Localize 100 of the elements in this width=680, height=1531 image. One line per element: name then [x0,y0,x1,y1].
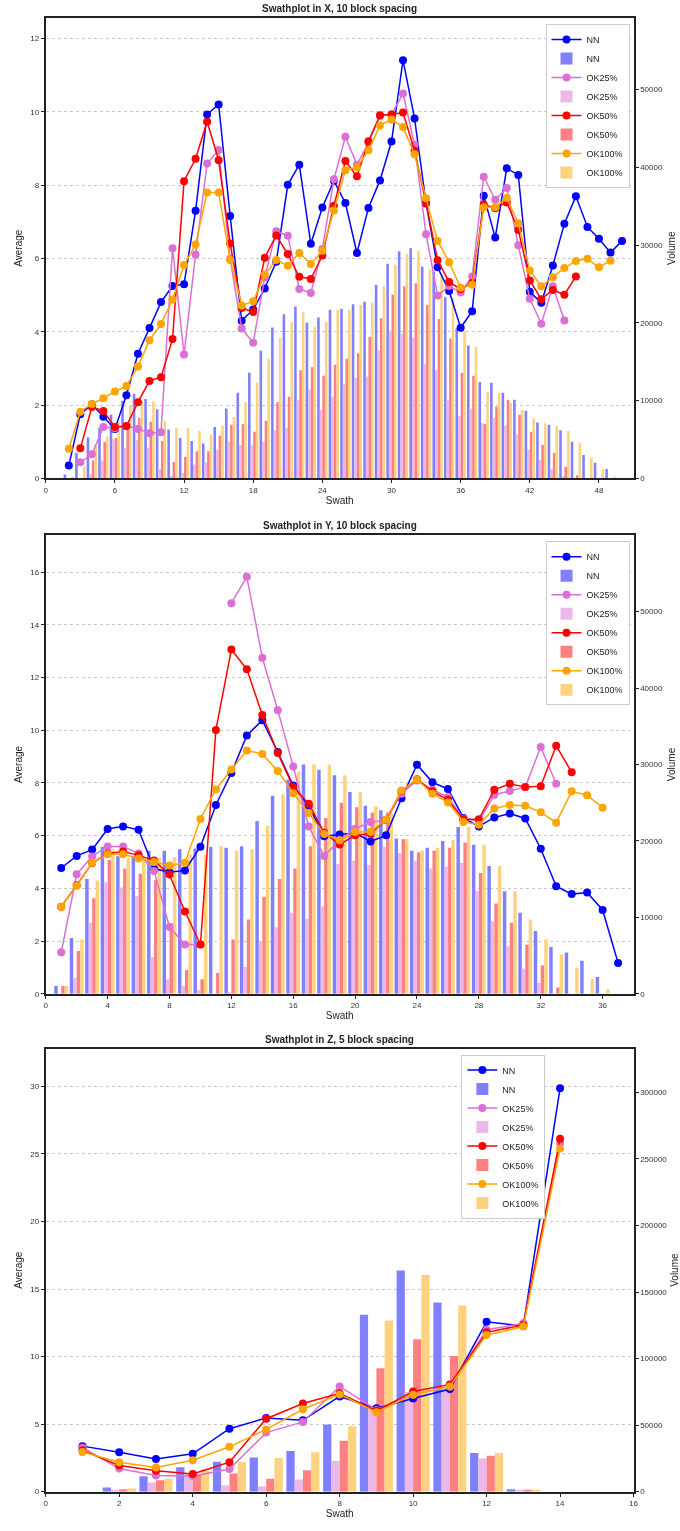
x-tick-label: 16 [629,1499,639,1509]
x-tick-label: 14 [555,1499,566,1509]
y-tick-label: 8 [34,778,40,788]
x-tick-label: 12 [226,1001,237,1011]
y2-tick-label: 30000 [640,760,663,770]
x-tick-label: 8 [167,1001,173,1011]
legend-label: OK25% [586,609,618,620]
legend-label: OK25% [586,590,618,601]
y-tick-label: 0 [34,1487,40,1497]
y-axis-title: Average [12,1251,24,1289]
legend-label: OK100% [586,149,623,160]
x-tick-label: 10 [408,1499,419,1509]
x-tick-label: 2 [117,1499,122,1509]
x-tick-label: 28 [474,1001,484,1011]
x-tick-label: 24 [317,486,328,495]
y-tick-label: 12 [30,673,40,683]
y-tick-label: 0 [34,989,40,999]
x-tick-label: 0 [43,1001,49,1011]
legend-label: NN [586,35,600,46]
legend-label: OK25% [502,1122,534,1133]
chart-title: Swathplot in X, 10 block spacing [262,3,418,14]
y-tick-label: 15 [30,1284,40,1294]
y-tick-label: 4 [34,884,40,894]
y-tick-label: 6 [34,254,40,264]
y-tick-label: 5 [34,1419,40,1429]
x-tick-label: 20 [350,1001,361,1011]
x-tick-label: 18 [248,486,259,495]
y-axis-title: Average [12,745,24,783]
y-tick-label: 2 [34,936,40,946]
y-axis-title: Average [12,229,24,267]
y2-axis-title: Volume [665,747,677,782]
y2-tick-label: 10000 [640,913,663,923]
y-tick-label: 4 [34,327,40,337]
y-tick-label: 14 [30,620,40,630]
legend-label: OK100% [502,1179,539,1190]
y-tick-label: 8 [34,180,40,190]
x-tick-label: 0 [43,486,49,495]
y-tick-label: 30 [30,1082,40,1092]
y-tick-label: 6 [34,831,40,841]
y2-tick-label: 0 [640,989,646,999]
y2-tick-label: 20000 [640,836,663,846]
y2-tick-label: 0 [640,1487,646,1497]
legend-label: NN [586,552,600,563]
y2-tick-label: 50000 [640,85,663,95]
y-tick-label: 10 [30,725,40,735]
chart-title: Swathplot in Z, 5 block spacing [265,1034,414,1045]
x-tick-label: 6 [112,486,118,495]
x-tick-label: 6 [263,1499,269,1509]
y-tick-label: 10 [30,1352,40,1362]
x-tick-label: 4 [105,1001,111,1011]
legend-label: NN [502,1084,516,1095]
y2-tick-label: 300000 [640,1088,668,1098]
legend-label: OK50% [502,1160,534,1171]
y2-tick-label: 250000 [640,1154,668,1164]
x-tick-label: 36 [456,486,466,495]
legend-label: OK25% [586,92,618,103]
x-tick-label: 0 [43,1499,49,1509]
x-tick-label: 24 [412,1001,422,1011]
x-tick-label: 48 [594,486,604,495]
x-tick-label: 32 [536,1001,546,1011]
y2-axis-title: Volume [669,1252,680,1287]
x-axis-title: Swath [325,495,354,506]
legend-label: OK50% [586,647,618,658]
y-tick-label: 20 [30,1217,40,1227]
x-tick-label: 12 [179,486,190,495]
legend-label: NN [502,1065,516,1076]
y2-axis-title: Volume [665,231,677,265]
y2-tick-label: 20000 [640,318,663,328]
x-tick-label: 30 [387,486,397,495]
legend-label: OK50% [502,1141,534,1152]
legend-label: OK100% [586,666,623,677]
legend-label: OK100% [586,168,623,179]
y-tick-label: 12 [30,34,40,44]
y2-tick-label: 30000 [640,240,663,250]
x-tick-label: 4 [190,1499,196,1509]
x-axis-title: Swath [325,1010,354,1022]
y2-tick-label: 0 [640,474,646,484]
y-tick-label: 25 [30,1149,40,1159]
x-tick-label: 12 [482,1499,492,1509]
legend-label: OK100% [502,1198,539,1209]
y2-tick-label: 40000 [640,683,663,693]
legend-label: NN [586,54,600,65]
y-tick-label: 2 [34,400,40,410]
x-tick-label: 16 [288,1001,299,1011]
y2-tick-label: 50000 [640,1420,663,1430]
legend-label: OK25% [502,1103,534,1114]
x-tick-label: 8 [337,1499,343,1509]
legend-label: OK50% [586,130,618,141]
legend-label: OK25% [586,73,618,84]
y2-tick-label: 150000 [640,1287,668,1297]
y2-tick-label: 50000 [640,607,663,617]
x-tick-label: 36 [598,1001,608,1011]
y2-tick-label: 200000 [640,1221,668,1231]
y-tick-label: 0 [34,474,40,484]
chart-title: Swathplot in Y, 10 block spacing [263,520,417,531]
x-tick-label: 42 [525,486,535,495]
legend-label: OK50% [586,111,618,122]
legend-label: OK50% [586,628,618,639]
y2-tick-label: 100000 [640,1354,668,1364]
x-axis-title: Swath [325,1508,354,1520]
